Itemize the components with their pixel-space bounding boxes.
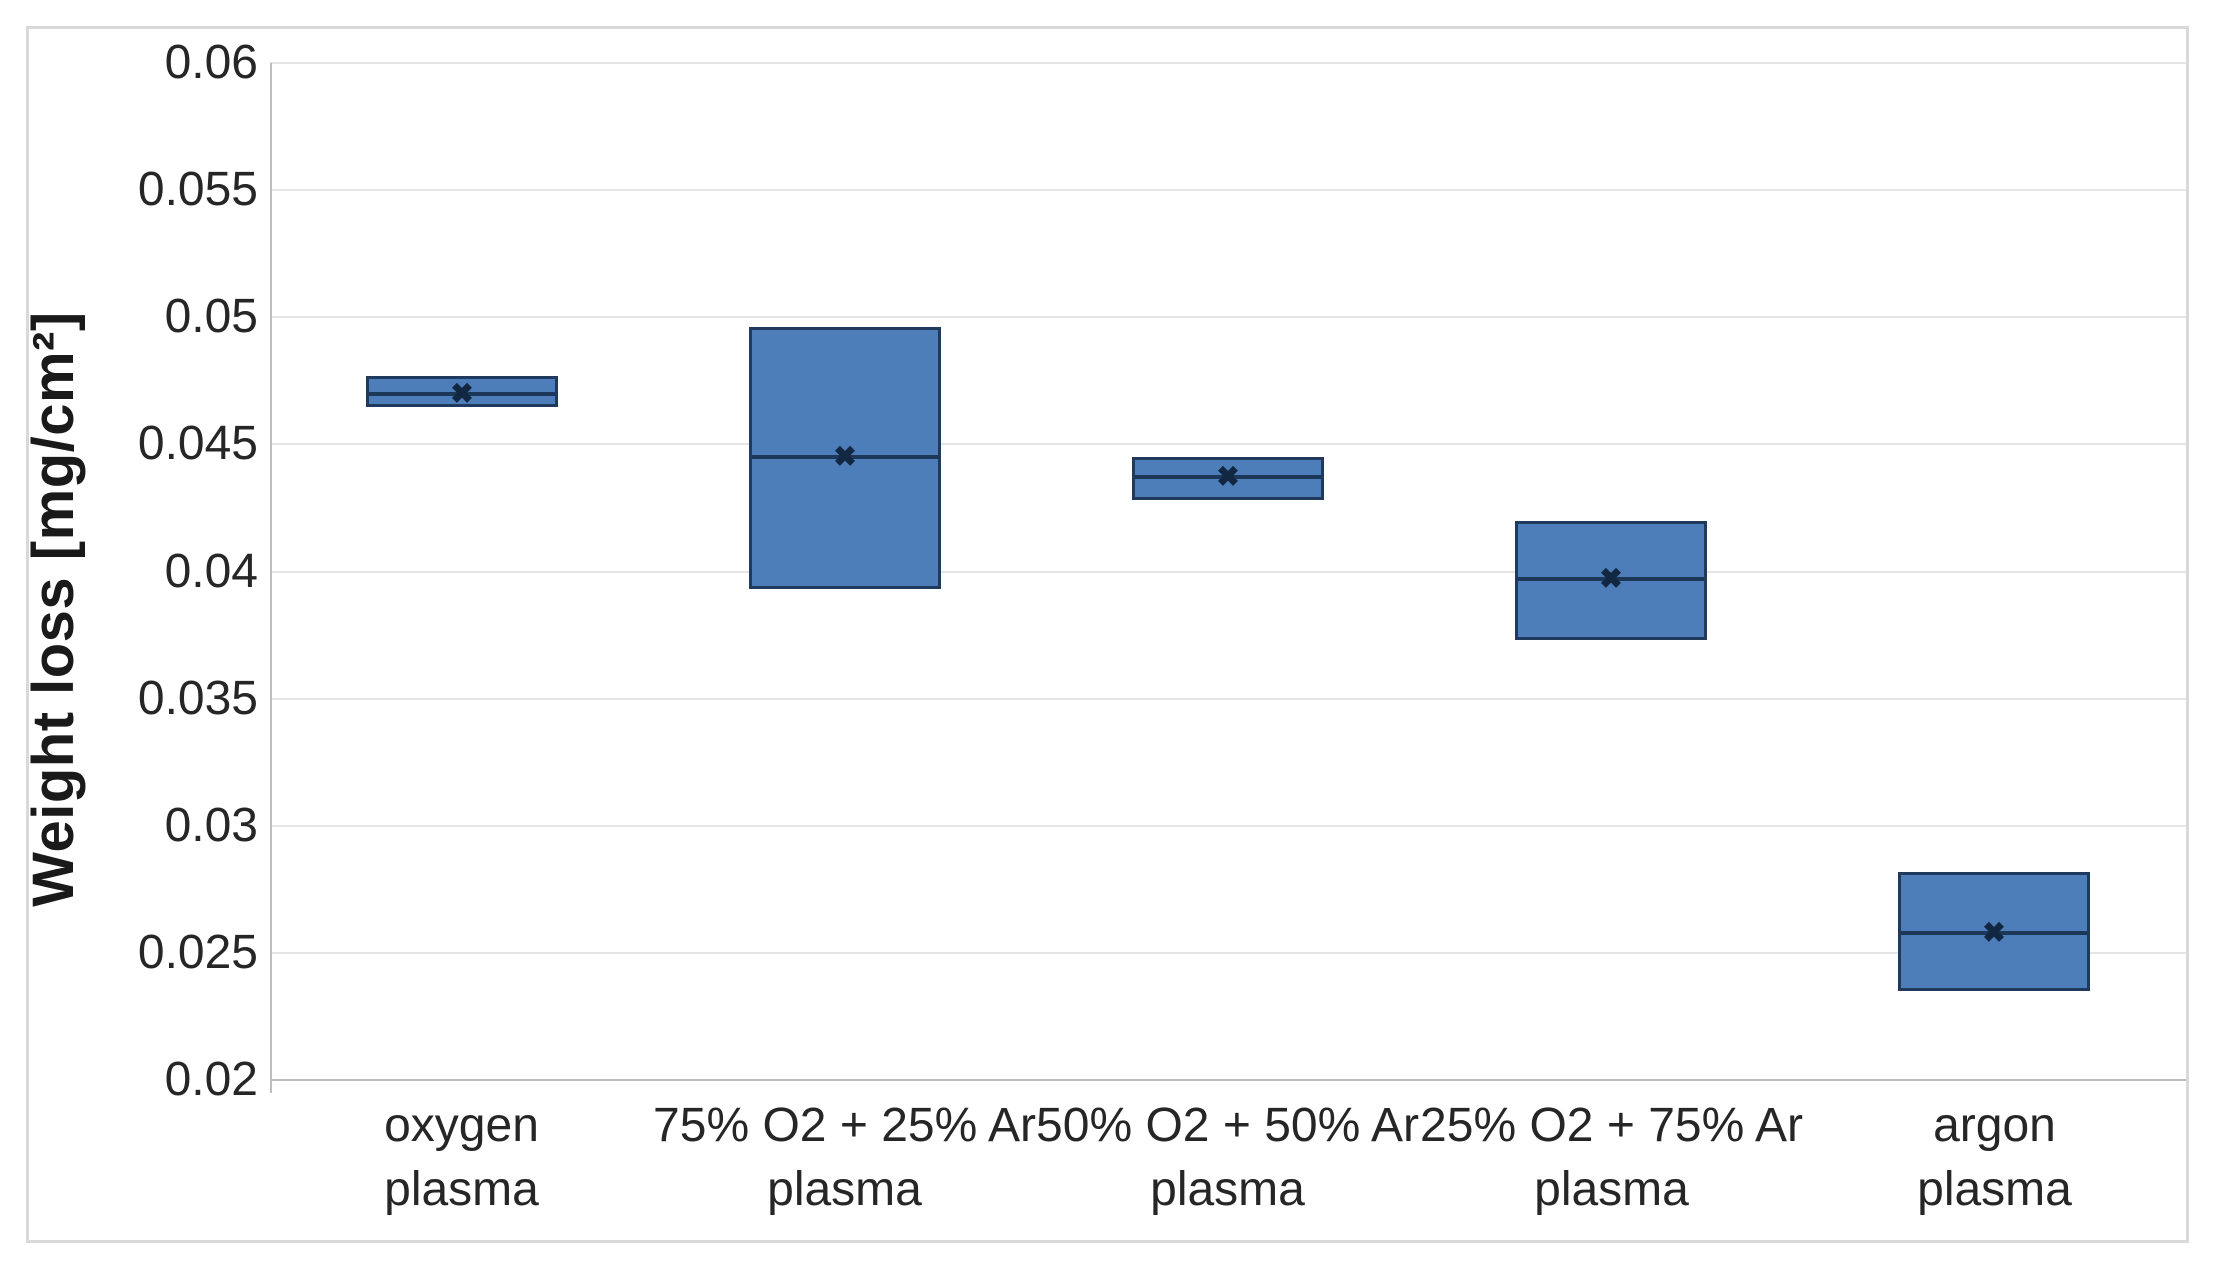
gridline xyxy=(270,697,2186,700)
x-axis-label-line: 75% O2 + 25% Ar xyxy=(653,1099,1036,1152)
x-axis-category-label: argon plasma xyxy=(1803,1094,2186,1222)
x-axis-label-line: oxygen xyxy=(384,1099,539,1152)
x-axis-label-line: argon xyxy=(1933,1099,2056,1152)
mean-marker: ✖ xyxy=(833,441,857,472)
y-tick-label: 0.04 xyxy=(164,544,258,598)
x-axis-label-line: plasma xyxy=(1917,1163,2072,1216)
gridline xyxy=(270,189,2186,192)
x-axis-category-label: 25% O2 + 75% Ar plasma xyxy=(1420,1094,1803,1222)
median-line xyxy=(752,455,938,459)
x-axis-category-label: 50% O2 + 50% Ar plasma xyxy=(1036,1094,1419,1222)
median-line xyxy=(1135,475,1321,479)
y-tick-label: 0.02 xyxy=(164,1053,258,1106)
x-axis-label-line: plasma xyxy=(1534,1163,1689,1216)
y-axis-line xyxy=(270,63,272,1093)
x-axis-label-line: 50% O2 + 50% Ar xyxy=(1036,1099,1419,1152)
y-tick-label: 0.05 xyxy=(164,290,258,344)
gridline xyxy=(270,570,2186,573)
y-tick-label: 0.06 xyxy=(164,36,258,89)
mean-marker: ✖ xyxy=(1216,461,1240,492)
gridline xyxy=(270,316,2186,319)
x-axis-line xyxy=(270,1079,2186,1081)
y-tick-label: 0.035 xyxy=(137,671,258,725)
y-tick-label: 0.03 xyxy=(164,798,258,852)
y-tick-label: 0.055 xyxy=(137,163,258,217)
y-tick-label: 0.025 xyxy=(137,925,258,979)
boxplot-box xyxy=(366,376,558,407)
median-line xyxy=(369,392,555,396)
gridline xyxy=(270,443,2186,446)
mean-marker: ✖ xyxy=(1982,917,2006,948)
boxplot-box xyxy=(749,327,941,589)
x-axis-label-line: 25% O2 + 75% Ar xyxy=(1420,1099,1803,1152)
boxplot-box xyxy=(1898,872,2090,991)
boxplot-box xyxy=(1132,457,1324,500)
x-axis-label-line: plasma xyxy=(767,1163,922,1216)
x-axis-label-line: plasma xyxy=(384,1163,539,1216)
median-line xyxy=(1518,577,1704,581)
gridline xyxy=(270,824,2186,827)
boxplot-box xyxy=(1515,521,1707,640)
mean-marker: ✖ xyxy=(1599,563,1623,594)
median-line xyxy=(1901,931,2087,935)
x-axis-label-line: plasma xyxy=(1150,1163,1305,1216)
gridline xyxy=(270,951,2186,954)
x-axis-category-label: 75% O2 + 25% Ar plasma xyxy=(653,1094,1036,1222)
mean-marker: ✖ xyxy=(450,378,474,409)
x-axis-category-label: oxygen plasma xyxy=(270,1094,653,1222)
gridline xyxy=(270,62,2186,64)
y-tick-label: 0.045 xyxy=(137,417,258,471)
